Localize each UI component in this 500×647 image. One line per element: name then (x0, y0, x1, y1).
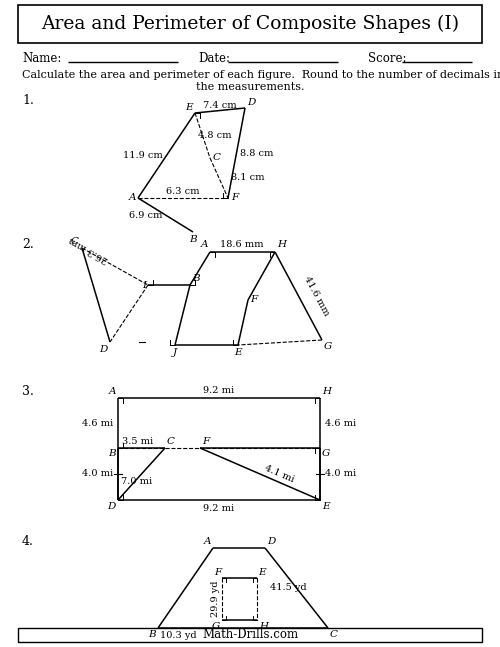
Text: 6.9 cm: 6.9 cm (128, 210, 162, 219)
Text: Calculate the area and perimeter of each figure.  Round to the number of decimal: Calculate the area and perimeter of each… (22, 70, 500, 80)
Text: B: B (189, 235, 197, 244)
Text: 29.9 yd: 29.9 yd (211, 581, 220, 617)
Text: A: A (204, 537, 211, 546)
Text: 41.6 mm: 41.6 mm (302, 274, 330, 318)
Text: 3.: 3. (22, 385, 34, 398)
Text: 3.5 mi: 3.5 mi (122, 437, 153, 446)
Text: G: G (324, 342, 332, 351)
Text: 11.9 cm: 11.9 cm (123, 151, 163, 160)
Text: 18.6 mm: 18.6 mm (220, 240, 264, 249)
Text: 10.3 yd: 10.3 yd (160, 631, 196, 640)
Text: 4.0 mi: 4.0 mi (82, 470, 113, 479)
Text: 4.1 mi: 4.1 mi (263, 464, 296, 485)
Text: G: G (322, 449, 330, 458)
Text: D: D (247, 98, 256, 107)
Text: 9.2 mi: 9.2 mi (204, 386, 234, 395)
Text: 7.0 mi: 7.0 mi (121, 477, 152, 486)
Text: 4.: 4. (22, 535, 34, 548)
Text: 26.3 mm: 26.3 mm (68, 235, 110, 264)
Text: H: H (277, 240, 286, 249)
Text: D: D (267, 537, 276, 546)
Text: C: C (330, 630, 338, 639)
Text: E: E (322, 502, 330, 511)
Text: B: B (148, 630, 156, 639)
Text: 2.: 2. (22, 238, 34, 251)
Text: Math-Drills.com: Math-Drills.com (202, 628, 298, 641)
Text: Score:: Score: (368, 52, 406, 65)
Text: F: F (214, 568, 221, 577)
Text: D: D (108, 502, 116, 511)
Text: C: C (71, 237, 79, 246)
Text: 4.8 cm: 4.8 cm (198, 131, 232, 140)
Text: 4.6 mi: 4.6 mi (325, 419, 356, 428)
Text: 41.5 yd: 41.5 yd (270, 584, 306, 593)
Text: A: A (128, 193, 136, 203)
Text: Date:: Date: (198, 52, 230, 65)
Text: G: G (212, 622, 220, 631)
Text: 8.8 cm: 8.8 cm (240, 149, 274, 157)
Text: 4.6 mi: 4.6 mi (82, 419, 113, 428)
Text: 8.1 cm: 8.1 cm (231, 173, 264, 182)
Text: 1.: 1. (22, 94, 34, 107)
Text: B: B (192, 274, 200, 283)
Text: 7.4 cm: 7.4 cm (203, 101, 237, 110)
Text: B: B (108, 449, 116, 458)
Text: I: I (142, 281, 146, 289)
Text: A: A (108, 387, 116, 396)
Text: E: E (186, 103, 193, 112)
FancyBboxPatch shape (18, 628, 482, 642)
Text: C: C (213, 153, 221, 162)
Text: C: C (167, 437, 175, 446)
Text: J: J (173, 348, 177, 357)
Text: E: E (258, 568, 266, 577)
Text: H: H (259, 622, 268, 631)
Text: F: F (202, 437, 209, 446)
Text: D: D (100, 345, 108, 354)
Text: 9.2 mi: 9.2 mi (204, 504, 234, 513)
Text: A: A (200, 240, 208, 249)
Text: 4.0 mi: 4.0 mi (325, 470, 356, 479)
Text: Name:: Name: (22, 52, 62, 65)
Text: F: F (231, 193, 238, 203)
FancyBboxPatch shape (18, 5, 482, 43)
Text: E: E (234, 348, 242, 357)
Text: H: H (322, 387, 331, 396)
Text: F: F (250, 296, 257, 305)
Text: Area and Perimeter of Composite Shapes (I): Area and Perimeter of Composite Shapes (… (41, 15, 459, 33)
Text: 6.3 cm: 6.3 cm (166, 187, 200, 196)
Text: the measurements.: the measurements. (196, 82, 304, 92)
